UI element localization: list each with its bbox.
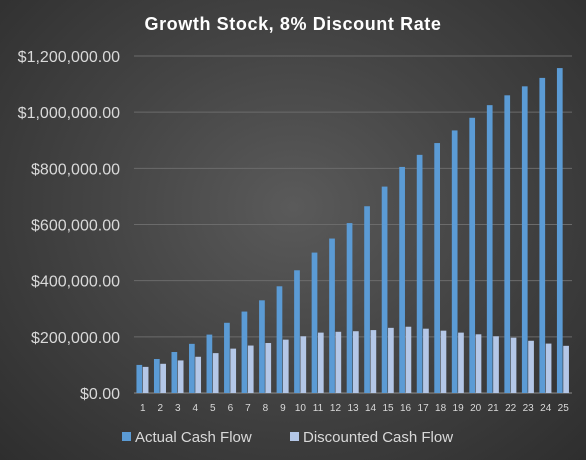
y-tick-label: $200,000.00 bbox=[31, 330, 120, 347]
actual-cash-flow-bar bbox=[276, 286, 283, 393]
chart-title: Growth Stock, 8% Discount Rate bbox=[144, 14, 441, 34]
x-tick-label: 13 bbox=[347, 403, 359, 414]
x-tick-label: 10 bbox=[295, 403, 307, 414]
discounted-cash-flow-bar bbox=[563, 345, 569, 393]
x-tick-label: 9 bbox=[280, 403, 286, 414]
discounted-cash-flow-bar bbox=[247, 345, 254, 393]
discounted-cash-flow-bar bbox=[300, 336, 307, 393]
actual-cash-flow-bar bbox=[416, 154, 423, 393]
actual-cash-flow-bar bbox=[206, 334, 213, 393]
discounted-cash-flow-bar bbox=[265, 343, 272, 393]
actual-cash-flow-bar bbox=[329, 238, 335, 393]
discounted-cash-flow-bar bbox=[423, 328, 429, 393]
actual-cash-flow-bar bbox=[399, 166, 405, 393]
discounted-cash-flow-bar bbox=[510, 337, 517, 393]
x-tick-label: 20 bbox=[470, 403, 482, 414]
x-tick-label: 8 bbox=[263, 403, 269, 414]
x-tick-label: 6 bbox=[228, 403, 234, 414]
actual-cash-flow-bar bbox=[381, 186, 388, 393]
actual-cash-flow-bar bbox=[434, 143, 440, 393]
y-tick-label: $400,000.00 bbox=[31, 274, 120, 291]
y-axis-tick-labels: $0.00 $200,000.00 $400,000.00 $600,000.00 $8… bbox=[18, 49, 120, 403]
actual-cash-flow-bar bbox=[521, 86, 528, 393]
actual-cash-flow-bar bbox=[189, 343, 195, 393]
actual-cash-flow-bar bbox=[171, 351, 178, 393]
discounted-cash-flow-bar bbox=[370, 330, 377, 393]
bars bbox=[136, 68, 569, 394]
x-tick-label: 17 bbox=[418, 403, 430, 414]
actual-cash-flow-bar bbox=[504, 95, 511, 394]
actual-cash-flow-bar bbox=[451, 130, 458, 393]
y-tick-label: $600,000.00 bbox=[31, 218, 120, 235]
discounted-cash-flow-bar bbox=[545, 343, 552, 393]
legend-label-actual: Actual Cash Flow bbox=[135, 429, 252, 446]
y-tick-label: $1,000,000.00 bbox=[18, 105, 120, 122]
discounted-cash-flow-bar bbox=[142, 366, 149, 393]
actual-cash-flow-bar bbox=[556, 68, 563, 393]
actual-cash-flow-bar bbox=[364, 206, 370, 393]
actual-cash-flow-bar bbox=[311, 252, 318, 393]
x-tick-label: 15 bbox=[382, 403, 394, 414]
actual-cash-flow-bar bbox=[153, 359, 160, 393]
actual-cash-flow-bar bbox=[224, 322, 230, 393]
x-tick-label: 3 bbox=[175, 403, 181, 414]
x-tick-label: 12 bbox=[330, 403, 342, 414]
y-tick-label: $1,200,000.00 bbox=[18, 49, 120, 66]
x-tick-label: 16 bbox=[400, 403, 412, 414]
actual-cash-flow-bar bbox=[469, 117, 476, 394]
discounted-cash-flow-bar bbox=[458, 332, 464, 393]
y-tick-label: $0.00 bbox=[80, 386, 120, 403]
discounted-cash-flow-bar bbox=[388, 327, 394, 393]
actual-cash-flow-bar bbox=[259, 300, 265, 393]
discounted-cash-flow-bar bbox=[493, 336, 499, 393]
discounted-cash-flow-bar bbox=[353, 331, 359, 393]
discounted-cash-flow-bar bbox=[335, 331, 342, 393]
x-tick-label: 5 bbox=[210, 403, 216, 414]
discounted-cash-flow-bar bbox=[195, 356, 202, 393]
x-tick-label: 14 bbox=[365, 403, 377, 414]
x-tick-label: 18 bbox=[435, 403, 447, 414]
actual-cash-flow-bar bbox=[294, 270, 300, 393]
actual-cash-flow-bar bbox=[346, 223, 353, 393]
x-tick-label: 22 bbox=[505, 403, 517, 414]
x-tick-label: 2 bbox=[157, 403, 163, 414]
discounted-cash-flow-bar bbox=[212, 353, 219, 393]
y-tick-label: $800,000.00 bbox=[31, 161, 120, 178]
discounted-cash-flow-bar bbox=[405, 326, 412, 393]
discounted-cash-flow-bar bbox=[177, 360, 184, 393]
x-tick-label: 25 bbox=[558, 403, 570, 414]
discounted-cash-flow-bar bbox=[317, 332, 324, 393]
actual-cash-flow-bar bbox=[241, 311, 248, 393]
x-tick-label: 21 bbox=[488, 403, 500, 414]
discounted-cash-flow-bar bbox=[230, 348, 237, 393]
actual-cash-flow-bar bbox=[136, 364, 143, 393]
discounted-cash-flow-bar bbox=[440, 330, 447, 393]
discounted-cash-flow-bar bbox=[282, 339, 289, 393]
legend-swatch-discounted bbox=[290, 432, 299, 441]
x-tick-label: 1 bbox=[140, 403, 146, 414]
legend-label-discounted: Discounted Cash Flow bbox=[303, 429, 453, 446]
discounted-cash-flow-bar bbox=[475, 334, 482, 393]
x-tick-label: 4 bbox=[193, 403, 199, 414]
x-tick-label: 23 bbox=[523, 403, 535, 414]
x-tick-label: 19 bbox=[453, 403, 465, 414]
actual-cash-flow-bar bbox=[539, 77, 546, 393]
legend: Actual Cash Flow Discounted Cash Flow bbox=[122, 429, 453, 446]
x-tick-label: 7 bbox=[245, 403, 251, 414]
x-axis-tick-labels: 1 2 3 4 5 6 7 8 9 10 11 12 13 14 15 16 17 18 19 20 21 22 23 24 2… bbox=[140, 403, 569, 414]
discounted-cash-flow-bar bbox=[160, 363, 166, 393]
x-tick-label: 11 bbox=[313, 403, 324, 414]
actual-cash-flow-bar bbox=[486, 105, 493, 393]
discounted-cash-flow-bar bbox=[528, 340, 534, 393]
legend-swatch-actual bbox=[122, 432, 131, 441]
x-tick-label: 24 bbox=[540, 403, 552, 414]
